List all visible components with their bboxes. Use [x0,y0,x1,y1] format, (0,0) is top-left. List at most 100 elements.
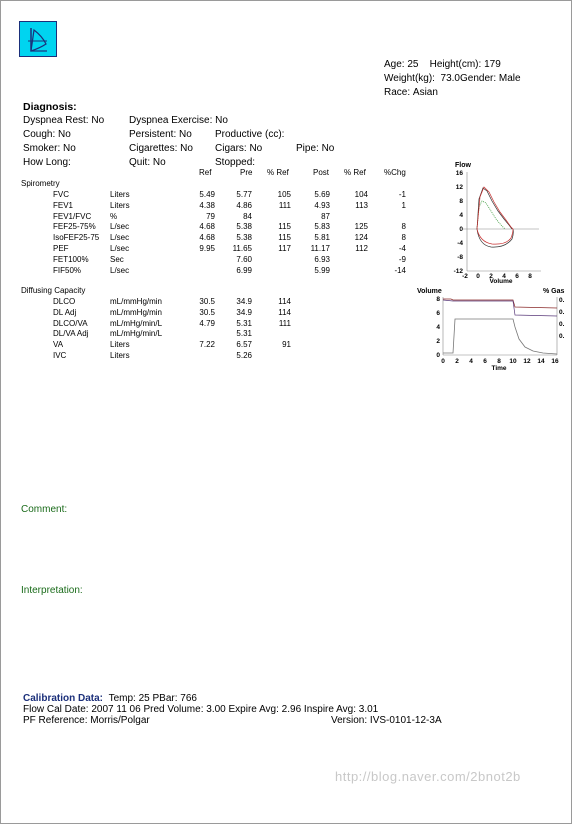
spiro-cell-chg: 8 [401,222,406,232]
spirometer-logo-icon [19,21,57,57]
diff-cell-pre: 5.31 [236,329,252,339]
calibration-line: Calibration Data: Temp: 25 PBar: 766 [23,693,197,704]
spiro-cell-pre: 5.38 [236,222,252,232]
spiro-cell-pre: 84 [243,211,252,221]
vol-xticks-tick: 14 [537,358,545,365]
diagnosis-field: Smoker: No [23,143,76,154]
diff-cell-name: DL Adj [53,307,77,317]
diagnosis-field: Cigars: No [215,143,263,154]
race-value: Asian [412,87,438,98]
vol-yticks-tick: 8 [436,296,440,303]
spiro-cell-name: FEF25-75% [53,222,96,232]
spiro-cell-ref: 4.38 [199,200,215,210]
spiro-cell-chg: -14 [394,265,406,275]
vol-rticks-tick: 0. [559,333,565,340]
spiro-cell-chg: 8 [401,233,406,243]
spiro-cell-pre: 5.38 [236,233,252,243]
spiro-cell-pref: 111 [278,200,291,210]
spiro-cell-name: IsoFEF25-75 [53,233,100,243]
volume-time-chart: Volume % Gas 8 6 4 2 0 0 2 4 6 8 10 12 14 16 0. 0. 0. 0… [415,285,571,378]
spiro-cell-unit: Liters [110,200,130,210]
spiro-cell-pref: 115 [278,222,291,232]
diff-cell-unit: mL/mmHg/min [110,297,163,306]
flow-xticks-tick: 2 [489,273,493,280]
volume-trace [443,318,558,355]
flow-x-label: Volume [490,278,513,285]
spiro-cell-unit: L/sec [110,244,130,253]
gas-trace-2 [442,299,558,317]
spiro-cell-post: 5.83 [314,222,330,232]
volume-x-label: Time [491,365,506,372]
vol-yticks-tick: 4 [436,324,440,331]
diff-cell-pref: 91 [282,340,291,350]
flow-yticks-tick: -4 [457,240,463,247]
col-postref-header: % Ref [344,168,366,177]
spiro-cell-unit: L/sec [110,222,130,232]
diagnosis-field: Quit: No [129,157,166,168]
diagnosis-heading: Diagnosis: [23,101,77,113]
vol-rticks-tick: 0. [559,321,565,328]
diffusing-title: Diffusing Capacity [21,286,86,295]
vol-xticks-tick: 0 [441,358,445,365]
spiro-cell-unit: Liters [110,190,130,199]
diff-cell-name: DLCO/VA [53,318,88,328]
race-line: Race: Asian [384,87,438,98]
diagnosis-field: Cough: No [23,129,71,140]
spiro-cell-name: FEV1 [53,200,74,210]
flow-yticks-tick: 0 [459,226,463,233]
height-value: 179 [484,59,501,70]
spirometry-title: Spirometry [21,179,60,188]
spiro-cell-postref: 125 [354,222,368,232]
spiro-cell-pre: 4.86 [236,200,252,210]
spiro-cell-unit: L/sec [110,233,130,243]
flow-volume-chart: Flow 16 12 8 4 0 -4 -8 -12 -2 0 2 4 6 8 Volume [449,159,559,292]
spiro-cell-chg: -1 [398,190,406,199]
flow-yticks-tick: 4 [459,212,463,219]
diff-cell-ref: 30.5 [199,307,215,317]
gas-axis-label: % Gas [543,288,565,295]
spiro-cell-post: 5.81 [314,233,330,243]
vol-xticks-tick: 6 [483,358,487,365]
gas-trace-1 [443,298,558,309]
spiro-cell-post: 87 [321,211,330,221]
interpretation-label: Interpretation: [21,585,83,596]
spiro-cell-pre: 5.77 [236,190,252,199]
age-value: 25 [407,59,419,70]
vol-yticks-tick: 0 [436,352,440,359]
spiro-cell-name: FIF50% [53,265,82,275]
flow-yticks-tick: -8 [457,254,463,261]
spiro-cell-pre: 11.65 [232,244,252,253]
flow-pre-curve [476,187,513,230]
flow-post-curve [476,186,514,230]
spiro-cell-ref: 9.95 [199,244,215,253]
diff-cell-pref: 111 [278,318,291,328]
spiro-cell-post: 6.93 [314,254,330,264]
spiro-cell-ref: 4.68 [199,222,215,232]
flow-yticks-tick: 16 [456,170,464,177]
diff-cell-unit: Liters [110,340,130,350]
vol-xticks-tick: 10 [509,358,517,365]
diff-cell-name: VA [53,340,64,350]
spiro-cell-post: 5.69 [314,190,330,199]
diff-cell-pre: 34.9 [236,297,252,306]
vol-xticks-tick: 4 [469,358,473,365]
col-ref-header: Ref [199,168,212,177]
diff-cell-ref: 7.22 [199,340,215,350]
flow-xticks-tick: -2 [462,273,468,280]
spiro-cell-name: FVC [53,190,69,199]
vol-yticks-tick: 6 [436,310,440,317]
diagnosis-field: Dyspnea Exercise: No [129,115,228,126]
spiro-cell-post: 11.17 [310,244,330,253]
diff-cell-name: DLCO [53,297,76,306]
diff-cell-pre: 5.31 [236,318,252,328]
spiro-cell-post: 4.93 [314,200,330,210]
comment-label: Comment: [21,504,68,515]
diff-cell-pref: 114 [278,297,291,306]
spiro-cell-pref: 115 [278,233,291,243]
weight-line: Weight(kg): 73.0Gender: Male [384,73,521,84]
vol-xticks-tick: 16 [551,358,559,365]
pf-reference: PF Reference: Morris/Polgar [23,715,150,726]
diff-cell-name: IVC [53,351,67,360]
blog-watermark: http://blog.naver.com/2bnot2b [335,769,521,784]
